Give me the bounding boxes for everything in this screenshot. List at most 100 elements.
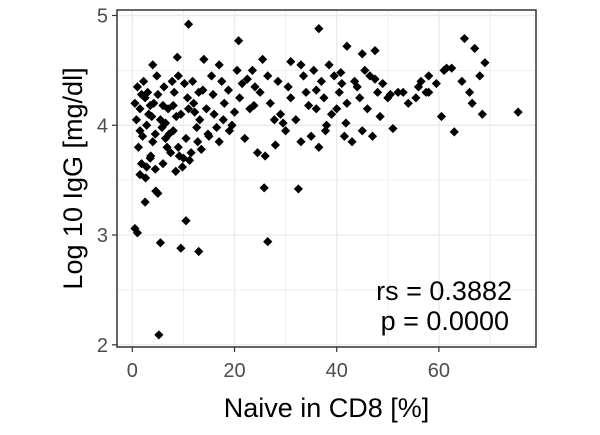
data-point [186, 148, 196, 158]
data-point [378, 78, 388, 89]
data-point [439, 65, 449, 75]
data-point [151, 186, 161, 196]
data-point [154, 330, 164, 340]
data-point [286, 93, 296, 103]
data-point [150, 164, 160, 174]
data-point [265, 98, 275, 108]
data-point [182, 93, 193, 103]
data-point [183, 104, 194, 114]
data-point [332, 104, 342, 114]
data-point [192, 122, 202, 133]
data-point [459, 33, 470, 44]
data-point [155, 238, 166, 248]
data-points [130, 19, 523, 340]
data-point [441, 63, 452, 73]
data-point [393, 87, 403, 97]
data-point [327, 109, 337, 119]
data-point [195, 115, 205, 125]
data-point [316, 76, 326, 86]
data-point [176, 243, 186, 253]
data-point [203, 129, 213, 139]
data-point [247, 65, 258, 75]
data-point [324, 60, 334, 70]
data-point [477, 109, 487, 119]
data-point [135, 104, 145, 114]
rs-annotation: rs = 0.3882 [376, 276, 512, 306]
data-point [306, 131, 316, 141]
data-point [173, 71, 183, 81]
data-point [350, 76, 360, 86]
data-point [424, 71, 434, 81]
data-point [385, 89, 395, 100]
data-point [144, 109, 154, 119]
data-point [341, 118, 351, 128]
data-point [194, 246, 204, 257]
data-point [357, 49, 367, 59]
data-point [167, 76, 177, 86]
data-point [252, 148, 263, 158]
data-point [372, 87, 383, 97]
data-point [237, 78, 247, 89]
data-point [209, 109, 219, 119]
x-tick-label: 0 [127, 360, 138, 382]
data-point [169, 87, 179, 97]
data-point [278, 118, 288, 128]
data-point [362, 104, 372, 114]
data-point [131, 115, 142, 125]
data-point [347, 137, 357, 147]
data-point [155, 115, 166, 125]
data-point [480, 58, 490, 68]
data-point [342, 98, 352, 108]
data-point [398, 87, 408, 97]
data-point [260, 151, 270, 161]
data-point [132, 82, 143, 92]
data-point [270, 140, 281, 150]
data-point [133, 142, 144, 152]
data-point [177, 162, 188, 172]
data-point [370, 74, 380, 84]
data-point [436, 111, 447, 122]
x-tick-label: 40 [326, 360, 348, 382]
grid-lines [117, 10, 536, 347]
data-point [219, 98, 229, 108]
data-point [470, 43, 480, 54]
y-tick-label: 4 [97, 115, 108, 137]
data-point [329, 71, 339, 81]
data-point [171, 166, 181, 176]
data-point [273, 76, 283, 86]
data-point [174, 151, 184, 161]
data-point [235, 93, 245, 103]
x-tick-label: 60 [428, 360, 450, 382]
data-point [259, 183, 269, 193]
data-point [214, 60, 224, 70]
data-point [311, 104, 321, 114]
data-point [159, 82, 169, 92]
data-point [142, 120, 152, 130]
data-point [172, 52, 182, 62]
data-point [249, 100, 259, 111]
data-point [208, 89, 218, 100]
data-point [194, 87, 204, 97]
data-point [283, 82, 293, 92]
data-point [184, 155, 195, 165]
data-point [301, 87, 311, 97]
data-point [171, 111, 181, 122]
data-point [250, 82, 260, 92]
data-point [148, 60, 158, 70]
data-point [337, 78, 347, 89]
data-point [173, 142, 183, 152]
data-point [286, 56, 296, 67]
data-point [229, 107, 240, 117]
data-point [457, 76, 467, 86]
data-point [357, 126, 367, 136]
data-point [152, 71, 162, 81]
data-point [201, 104, 212, 114]
data-point [190, 107, 200, 117]
data-point [309, 65, 319, 75]
data-point [150, 129, 160, 139]
data-point [475, 71, 485, 81]
data-point [183, 19, 194, 29]
data-point [162, 142, 172, 152]
data-point [304, 100, 314, 111]
